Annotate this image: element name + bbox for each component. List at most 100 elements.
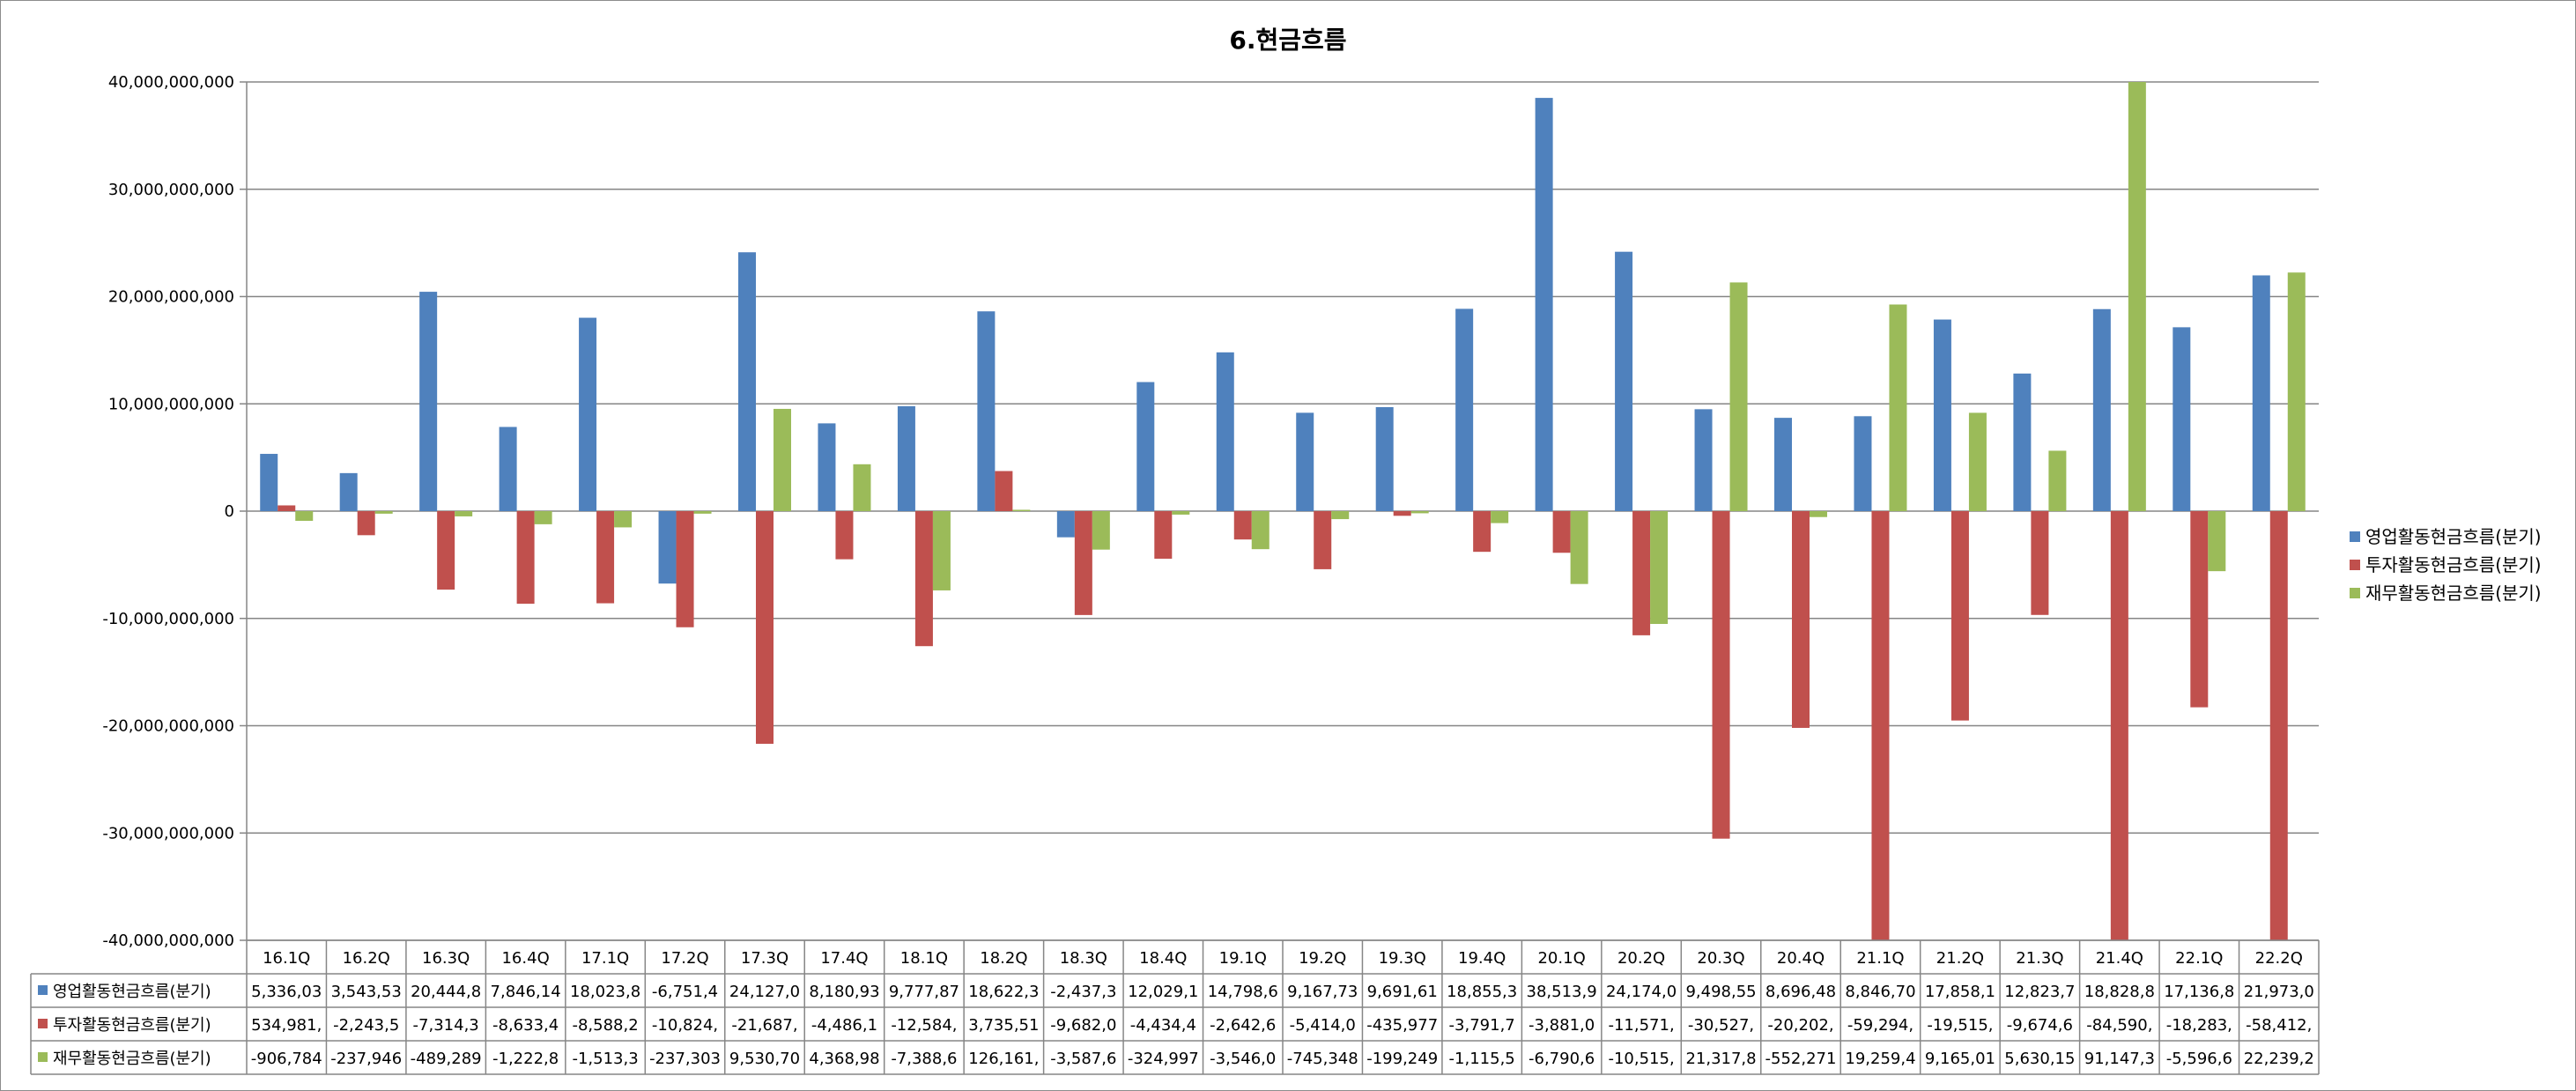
bar-1	[818, 423, 836, 511]
table-cell: -7,314,3	[413, 1016, 479, 1035]
bar-2	[1792, 511, 1810, 728]
bar-3	[1889, 304, 1907, 511]
x-category-label: 20.3Q	[1697, 949, 1744, 968]
bar-1	[977, 311, 996, 511]
table-cell: -1,513,3	[572, 1050, 638, 1068]
bar-2	[1393, 511, 1411, 516]
table-cell: -9,674,6	[2007, 1016, 2073, 1035]
table-cell: 91,147,3	[2084, 1050, 2155, 1068]
bar-1	[1615, 251, 1633, 511]
table-cell: -237,303	[649, 1050, 721, 1068]
table-cell: -19,515,	[1927, 1016, 1993, 1035]
y-tick-label: -10,000,000,000	[102, 610, 234, 628]
bar-1	[1056, 511, 1075, 538]
table-cell: 12,029,1	[1128, 983, 1198, 1001]
bar-3	[1331, 511, 1350, 520]
table-cell: -1,222,8	[492, 1050, 559, 1068]
bar-3	[1570, 511, 1588, 584]
table-cell: 18,855,3	[1447, 983, 1517, 1001]
table-series-name: 재무활동현금흐름(분기)	[53, 1050, 211, 1068]
x-category-label: 18.1Q	[900, 949, 948, 968]
bar-3	[1810, 511, 1827, 517]
table-cell: 9,498,55	[1685, 983, 1756, 1001]
table-cell: -8,588,2	[572, 1016, 638, 1035]
table-cell: 9,691,61	[1367, 983, 1438, 1001]
table-cell: 4,368,98	[809, 1050, 879, 1068]
bar-1	[1136, 382, 1155, 511]
table-cell: -552,271	[1765, 1050, 1837, 1068]
table-cell: 24,174,0	[1606, 983, 1677, 1001]
table-cell: -3,546,0	[1210, 1050, 1276, 1068]
bar-2	[516, 511, 535, 605]
x-category-label: 16.3Q	[422, 949, 470, 968]
table-cell: -10,515,	[1608, 1050, 1674, 1068]
table-cell: 9,167,73	[1287, 983, 1358, 1001]
y-tick-label: 40,000,000,000	[108, 73, 234, 92]
table-cell: 3,543,53	[331, 983, 402, 1001]
table-cell: 12,823,7	[2004, 983, 2075, 1001]
table-cell: 18,622,3	[968, 983, 1039, 1001]
bar-1	[419, 292, 438, 511]
bar-1	[1296, 412, 1314, 511]
table-cell: 7,846,14	[491, 983, 561, 1001]
bar-2	[2190, 511, 2209, 708]
x-category-label: 20.4Q	[1777, 949, 1825, 968]
bar-1	[658, 511, 677, 584]
x-category-label: 21.1Q	[1856, 949, 1904, 968]
table-cell: 8,846,70	[1845, 983, 1915, 1001]
table-cell: -2,243,5	[333, 1016, 399, 1035]
y-tick-label: 20,000,000,000	[108, 288, 234, 307]
bar-2	[1154, 511, 1173, 559]
table-cell: -7,388,6	[891, 1050, 957, 1068]
bar-2	[1712, 511, 1730, 839]
table-series-name: 투자활동현금흐름(분기)	[53, 1016, 211, 1035]
table-cell: -237,946	[330, 1050, 402, 1068]
bar-3	[1092, 511, 1110, 550]
table-legend-key	[38, 1052, 48, 1062]
y-tick-label: -20,000,000,000	[102, 717, 234, 736]
bar-3	[1410, 511, 1429, 514]
table-cell: 38,513,9	[1527, 983, 1597, 1001]
bar-2	[2110, 511, 2128, 940]
bar-2	[1233, 511, 1252, 540]
x-category-label: 19.3Q	[1379, 949, 1426, 968]
table-cell: -2,437,3	[1050, 983, 1116, 1001]
table-cell: -3,587,6	[1050, 1050, 1116, 1068]
bar-3	[932, 511, 951, 590]
x-category-label: 20.2Q	[1617, 949, 1665, 968]
bar-2	[596, 511, 615, 604]
table-legend-key	[38, 1019, 48, 1028]
bar-3	[2208, 511, 2226, 572]
table-cell: 5,630,15	[2004, 1050, 2075, 1068]
x-category-label: 21.4Q	[2096, 949, 2143, 968]
x-category-label: 22.1Q	[2175, 949, 2223, 968]
table-cell: -18,283,	[2166, 1016, 2232, 1035]
table-cell: -745,348	[1287, 1050, 1358, 1068]
bar-1	[1933, 319, 1951, 511]
y-tick-label: 0	[225, 502, 234, 521]
legend-entry: 재무활동현금흐름(분기)	[2365, 583, 2542, 604]
table-cell: 17,136,8	[2164, 983, 2234, 1001]
table-cell: 21,973,0	[2244, 983, 2314, 1001]
x-category-label: 17.1Q	[581, 949, 629, 968]
table-cell: 126,161,	[968, 1050, 1039, 1068]
legend-swatch	[2350, 531, 2360, 542]
x-category-label: 19.4Q	[1458, 949, 1506, 968]
bar-1	[579, 317, 597, 511]
bar-1	[1535, 98, 1553, 512]
bar-3	[1251, 511, 1269, 550]
bar-3	[1650, 511, 1669, 625]
bar-1	[1216, 352, 1234, 511]
table-cell: 14,798,6	[1208, 983, 1278, 1001]
table-cell: 24,127,0	[729, 983, 800, 1001]
bar-3	[374, 511, 393, 514]
table-series-name: 영업활동현금흐름(분기)	[53, 983, 211, 1001]
table-cell: -6,790,6	[1529, 1050, 1595, 1068]
table-cell: 8,180,93	[809, 983, 879, 1001]
bar-3	[2048, 450, 2067, 511]
bar-3	[1172, 511, 1190, 515]
table-cell: -21,687,	[731, 1016, 797, 1035]
bar-1	[1854, 416, 1872, 511]
bar-2	[2031, 511, 2049, 615]
table-cell: 22,239,2	[2244, 1050, 2314, 1068]
